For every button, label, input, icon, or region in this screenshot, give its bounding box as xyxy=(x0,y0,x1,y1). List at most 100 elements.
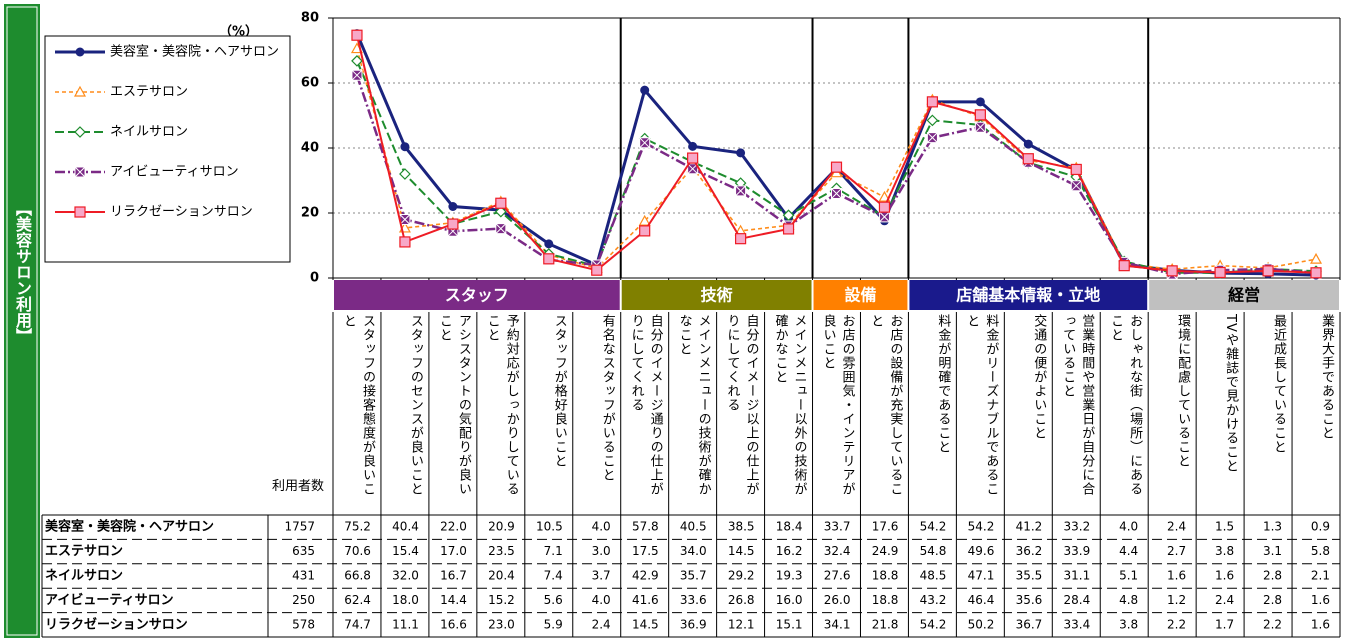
table-value: 20.4 xyxy=(488,569,515,583)
category-label: 自分のイメージ以上の仕上がりにしてくれる xyxy=(724,314,759,496)
series-line xyxy=(356,48,1317,271)
category-label: スタッフの接客態度が良いこと xyxy=(340,314,375,496)
side-label: 【美容サロン利用】 xyxy=(13,200,32,344)
table-value: 19.3 xyxy=(776,569,803,583)
table-value: 49.6 xyxy=(968,544,995,558)
table-value: 1.6 xyxy=(1311,593,1330,607)
table-value: 16.0 xyxy=(776,593,803,607)
series-line xyxy=(356,34,1317,274)
marker xyxy=(399,236,411,248)
legend-label: ネイルサロン xyxy=(110,125,188,140)
table-value: 17.0 xyxy=(440,544,467,558)
table-value: 18.0 xyxy=(392,593,419,607)
category-label: スタッフのセンスが良いこと xyxy=(407,314,423,496)
row-label: ネイルサロン xyxy=(45,569,123,584)
category-label: 業界大手であること xyxy=(1318,314,1334,440)
category-label: メインメニューの技術が確かなこと xyxy=(676,314,711,496)
marker xyxy=(736,148,746,158)
marker xyxy=(878,211,890,223)
y-tick-label: 60 xyxy=(301,76,319,91)
marker xyxy=(591,264,603,276)
table-value: 32.4 xyxy=(824,544,851,558)
marker xyxy=(400,142,410,152)
table-value: 12.1 xyxy=(728,617,755,631)
table-value: 41.2 xyxy=(1016,520,1043,534)
table-value: 2.7 xyxy=(1167,544,1186,558)
group-header xyxy=(909,280,1148,310)
legend-box xyxy=(44,35,291,263)
table-value: 35.6 xyxy=(1016,593,1043,607)
marker xyxy=(351,29,363,41)
marker xyxy=(544,239,554,249)
table-value: 36.9 xyxy=(680,617,707,631)
table-value: 18.4 xyxy=(776,520,803,534)
table-value: 4.0 xyxy=(1119,520,1138,534)
table-value: 40.4 xyxy=(392,520,419,534)
table-value: 2.4 xyxy=(1215,593,1234,607)
table-value: 33.6 xyxy=(680,593,707,607)
marker xyxy=(543,253,555,265)
table-value: 34.0 xyxy=(680,544,707,558)
table-value: 38.5 xyxy=(728,520,755,534)
marker xyxy=(975,97,985,107)
marker xyxy=(687,163,699,175)
marker xyxy=(447,218,459,230)
table-value: 1.2 xyxy=(1167,593,1186,607)
table-value: 5.8 xyxy=(1311,544,1330,558)
table-value: 14.5 xyxy=(728,544,755,558)
row-label: エステサロン xyxy=(45,544,123,559)
table-value: 50.2 xyxy=(968,617,995,631)
table-value: 1.3 xyxy=(1263,520,1282,534)
group-header xyxy=(1149,280,1339,310)
marker xyxy=(1310,252,1323,264)
table-value: 4.0 xyxy=(592,520,611,534)
marker xyxy=(1022,153,1034,165)
table-value: 47.1 xyxy=(968,569,995,583)
marker xyxy=(926,114,939,127)
table-value: 2.1 xyxy=(1311,569,1330,583)
marker xyxy=(974,121,986,133)
table-value: 46.4 xyxy=(968,593,995,607)
table-value: 15.4 xyxy=(392,544,419,558)
marker xyxy=(399,168,411,180)
table-value: 33.9 xyxy=(1064,544,1091,558)
marker xyxy=(1310,267,1322,279)
row-label: 美容室・美容院・ヘアサロン xyxy=(45,519,214,535)
table-value: 20.9 xyxy=(488,520,515,534)
table-value: 21.8 xyxy=(872,617,899,631)
legend-marker xyxy=(74,206,86,218)
table-value: 23.0 xyxy=(488,617,515,631)
table-value: 36.7 xyxy=(1016,617,1043,631)
legend-label: リラクゼーションサロン xyxy=(110,205,253,220)
table-value: 3.8 xyxy=(1215,544,1234,558)
marker xyxy=(351,69,363,81)
y-tick-label: 40 xyxy=(301,141,319,156)
marker xyxy=(495,197,507,209)
table-value: 2.8 xyxy=(1263,593,1282,607)
table-value: 33.2 xyxy=(1064,520,1091,534)
table-value: 5.9 xyxy=(544,617,563,631)
table-value: 66.8 xyxy=(344,569,371,583)
marker xyxy=(878,201,891,213)
table-value: 3.7 xyxy=(592,569,611,583)
row-label: リラクゼーションサロン xyxy=(45,616,188,632)
row-n: 431 xyxy=(292,569,315,583)
table-value: 15.2 xyxy=(488,593,515,607)
table-value: 23.5 xyxy=(488,544,515,558)
marker xyxy=(1070,180,1082,192)
category-label: メインメニュー以外の技術が確かなこと xyxy=(772,314,807,496)
group-label: 技術 xyxy=(701,286,733,305)
group-header xyxy=(813,280,908,310)
marker xyxy=(735,185,747,197)
table-value: 43.2 xyxy=(920,593,947,607)
table-value: 40.5 xyxy=(680,520,707,534)
side-bar-border xyxy=(6,6,38,636)
table-value: 1.6 xyxy=(1167,569,1186,583)
group-label: 経営 xyxy=(1228,286,1260,305)
table-value: 32.0 xyxy=(392,569,419,583)
table-value: 15.1 xyxy=(776,617,803,631)
marker xyxy=(640,85,650,95)
category-label: お店の設備が充実していること xyxy=(868,314,903,496)
legend-label: アイビューティサロン xyxy=(110,165,239,180)
